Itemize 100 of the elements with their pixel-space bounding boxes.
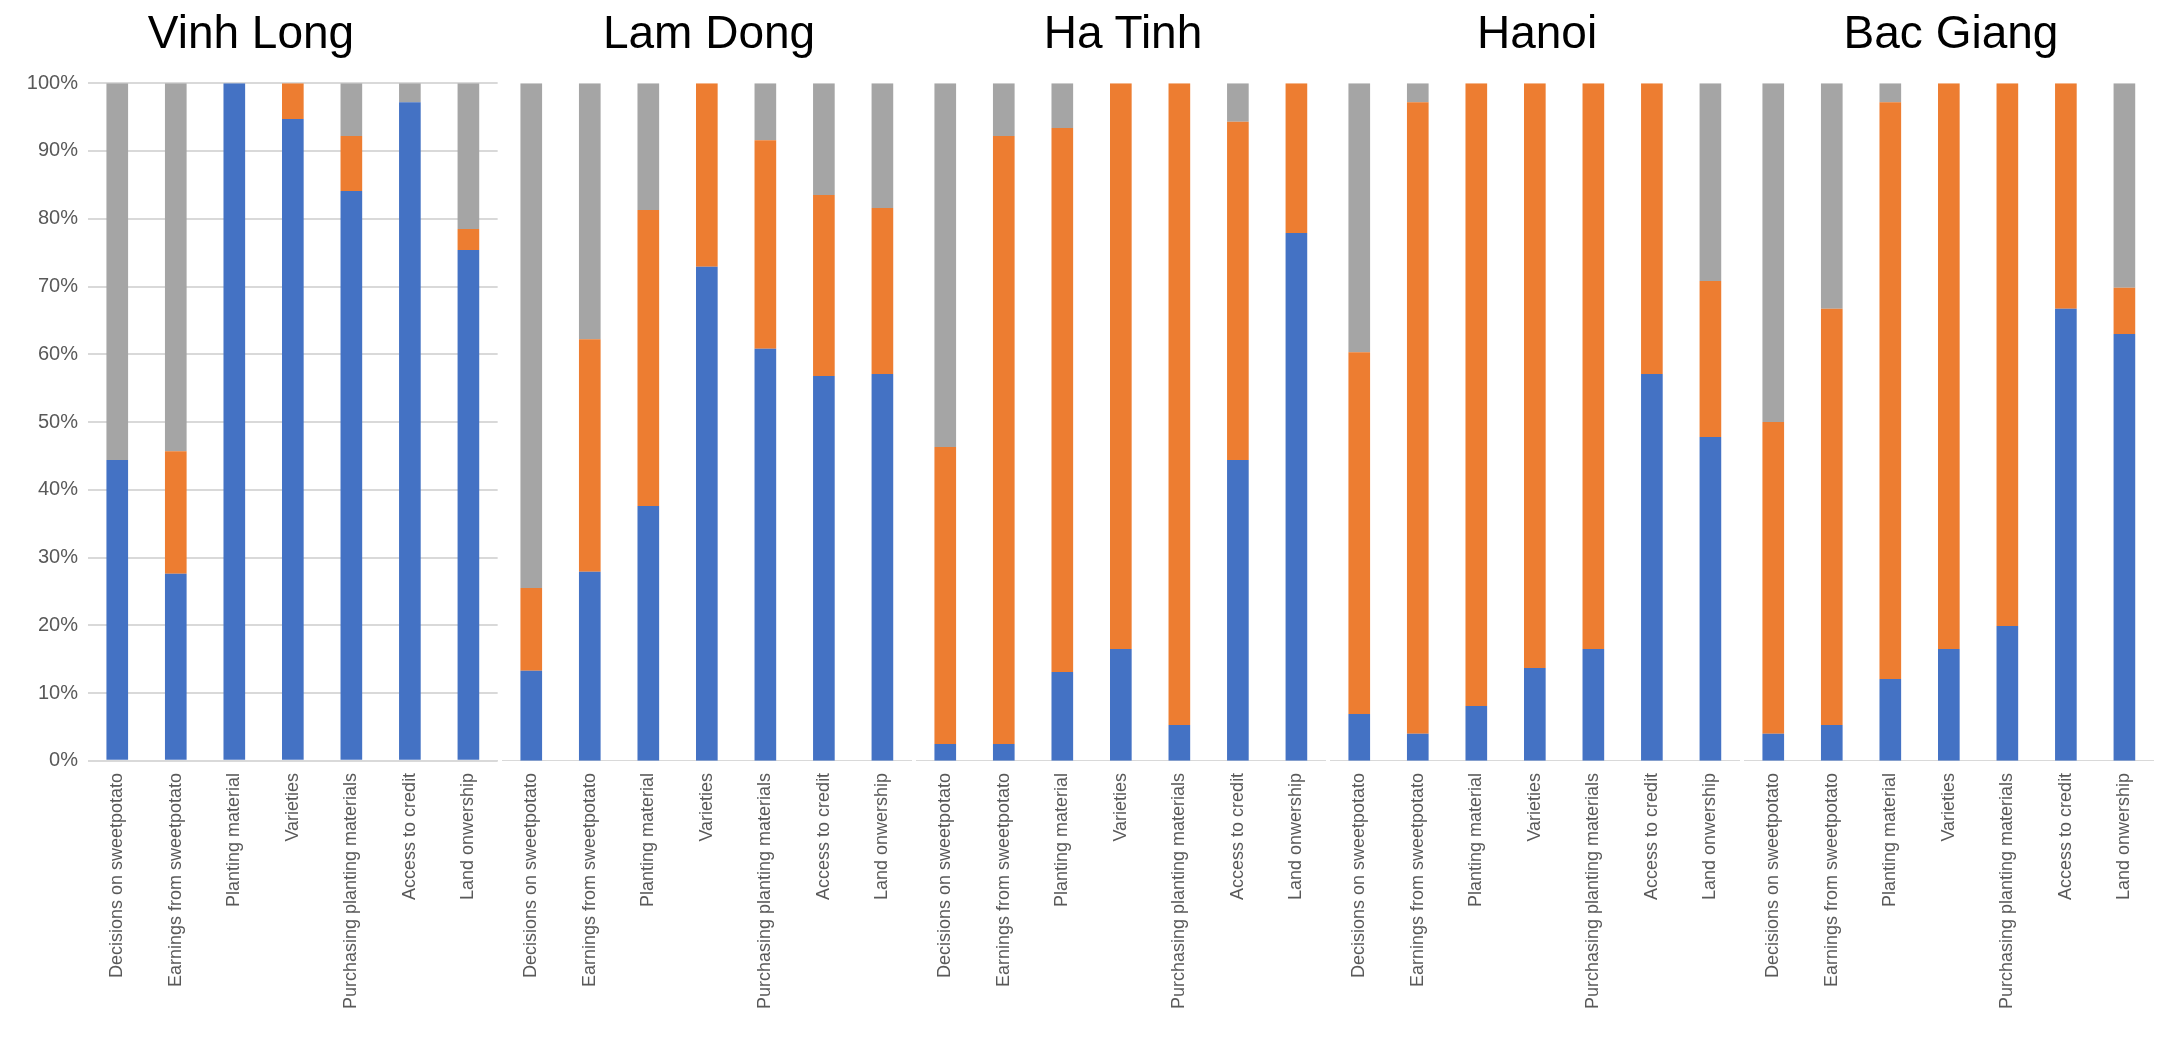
bar	[1582, 649, 1605, 761]
bar	[1699, 83, 1722, 282]
bar	[520, 83, 543, 589]
x-tick-label: Planting material	[1465, 772, 1486, 907]
bar	[871, 83, 894, 208]
x-tick-label: Decisions on sweetpotato	[1762, 772, 1783, 978]
bar	[1996, 83, 2019, 627]
bar	[340, 83, 363, 137]
bar	[223, 83, 246, 760]
x-tick-label: Decisions on sweetpotato	[106, 772, 127, 978]
bar	[1879, 678, 1902, 761]
bar	[1406, 102, 1429, 734]
bar	[1110, 649, 1132, 761]
bar	[1938, 83, 1960, 650]
bar	[106, 459, 129, 760]
bar	[2113, 333, 2136, 761]
x-tick-label: Land onwership	[1285, 772, 1306, 900]
bar	[1465, 705, 1488, 761]
bar	[637, 83, 660, 210]
bar	[992, 136, 1015, 744]
bar	[637, 506, 660, 761]
bar	[399, 83, 421, 103]
bar	[1699, 436, 1722, 761]
bar	[1762, 83, 1785, 423]
x-tick-label: Purchasing planting materials	[340, 772, 361, 1010]
x-tick-label: Access to credit	[1226, 772, 1247, 900]
bar	[520, 588, 543, 671]
bar	[1406, 83, 1429, 103]
bar	[1699, 281, 1722, 437]
x-tick-label: Decisions on sweetpotato	[1348, 772, 1369, 978]
bar	[1996, 626, 2019, 761]
chart-title: Vinh Long	[147, 6, 355, 59]
x-tick-label: Varieties	[1523, 772, 1544, 842]
x-tick-label: Varieties	[695, 772, 716, 842]
bar	[871, 373, 894, 761]
bar	[813, 375, 835, 761]
bar	[696, 83, 718, 267]
bar	[2055, 308, 2077, 761]
bar	[1285, 232, 1308, 761]
bar	[164, 451, 187, 574]
bar	[1348, 714, 1371, 761]
chart-title: Lam Dong	[602, 6, 816, 59]
bar	[813, 195, 835, 376]
x-tick-label: Purchasing planting materials	[1582, 772, 1603, 1010]
bar	[1820, 724, 1843, 761]
bar	[578, 83, 601, 340]
bar	[934, 83, 957, 448]
bar	[1168, 83, 1191, 725]
bar	[637, 209, 660, 507]
x-tick-label: Earnings from sweetpotato	[992, 772, 1013, 987]
y-tick-label: 40%	[37, 477, 79, 500]
bar	[813, 83, 835, 196]
bar	[1938, 649, 1960, 761]
bar	[1879, 83, 1902, 103]
y-tick-label: 50%	[37, 409, 79, 432]
x-tick-label: Access to credit	[398, 772, 419, 900]
bar	[2055, 83, 2077, 309]
x-tick-label: Purchasing planting materials	[1996, 772, 2017, 1010]
bar	[457, 83, 480, 229]
bar	[457, 228, 480, 250]
bar	[520, 670, 543, 761]
x-tick-label: Purchasing planting materials	[1168, 772, 1189, 1010]
x-tick-label: Planting material	[223, 772, 244, 907]
x-tick-label: Varieties	[281, 772, 302, 842]
bar	[696, 266, 718, 761]
bar	[992, 83, 1015, 137]
x-tick-label: Land onwership	[2113, 772, 2134, 900]
bar	[1465, 83, 1488, 706]
x-tick-label: Decisions on sweetpotato	[934, 772, 955, 978]
y-tick-label: 10%	[37, 680, 79, 703]
x-tick-label: Land onwership	[1699, 772, 1720, 900]
bar	[164, 573, 187, 760]
y-tick-label: 70%	[37, 274, 79, 297]
x-tick-label: Planting material	[637, 772, 658, 907]
bar	[1406, 733, 1429, 761]
bar	[164, 83, 187, 452]
bar	[992, 743, 1015, 761]
bar	[578, 571, 601, 761]
bar	[2113, 83, 2136, 288]
y-tick-label: 20%	[37, 612, 79, 635]
x-tick-label: Decisions on sweetpotato	[520, 772, 541, 978]
bar	[1641, 83, 1663, 374]
bar	[754, 83, 777, 141]
bar	[457, 249, 480, 760]
bar	[1168, 724, 1191, 761]
bar	[1879, 102, 1902, 679]
bar	[934, 743, 957, 761]
bar	[1820, 308, 1843, 725]
y-tick-label: 60%	[37, 341, 79, 364]
bar	[754, 348, 777, 761]
bar	[1348, 83, 1371, 353]
bar	[106, 83, 129, 460]
x-tick-label: Earnings from sweetpotato	[1406, 772, 1427, 987]
chart-title: Hanoi	[1476, 6, 1598, 59]
bar	[1285, 83, 1308, 233]
bar	[1110, 83, 1132, 650]
bar	[1641, 373, 1663, 761]
bar	[340, 136, 363, 191]
x-tick-label: Varieties	[1937, 772, 1958, 842]
bar	[340, 190, 363, 760]
